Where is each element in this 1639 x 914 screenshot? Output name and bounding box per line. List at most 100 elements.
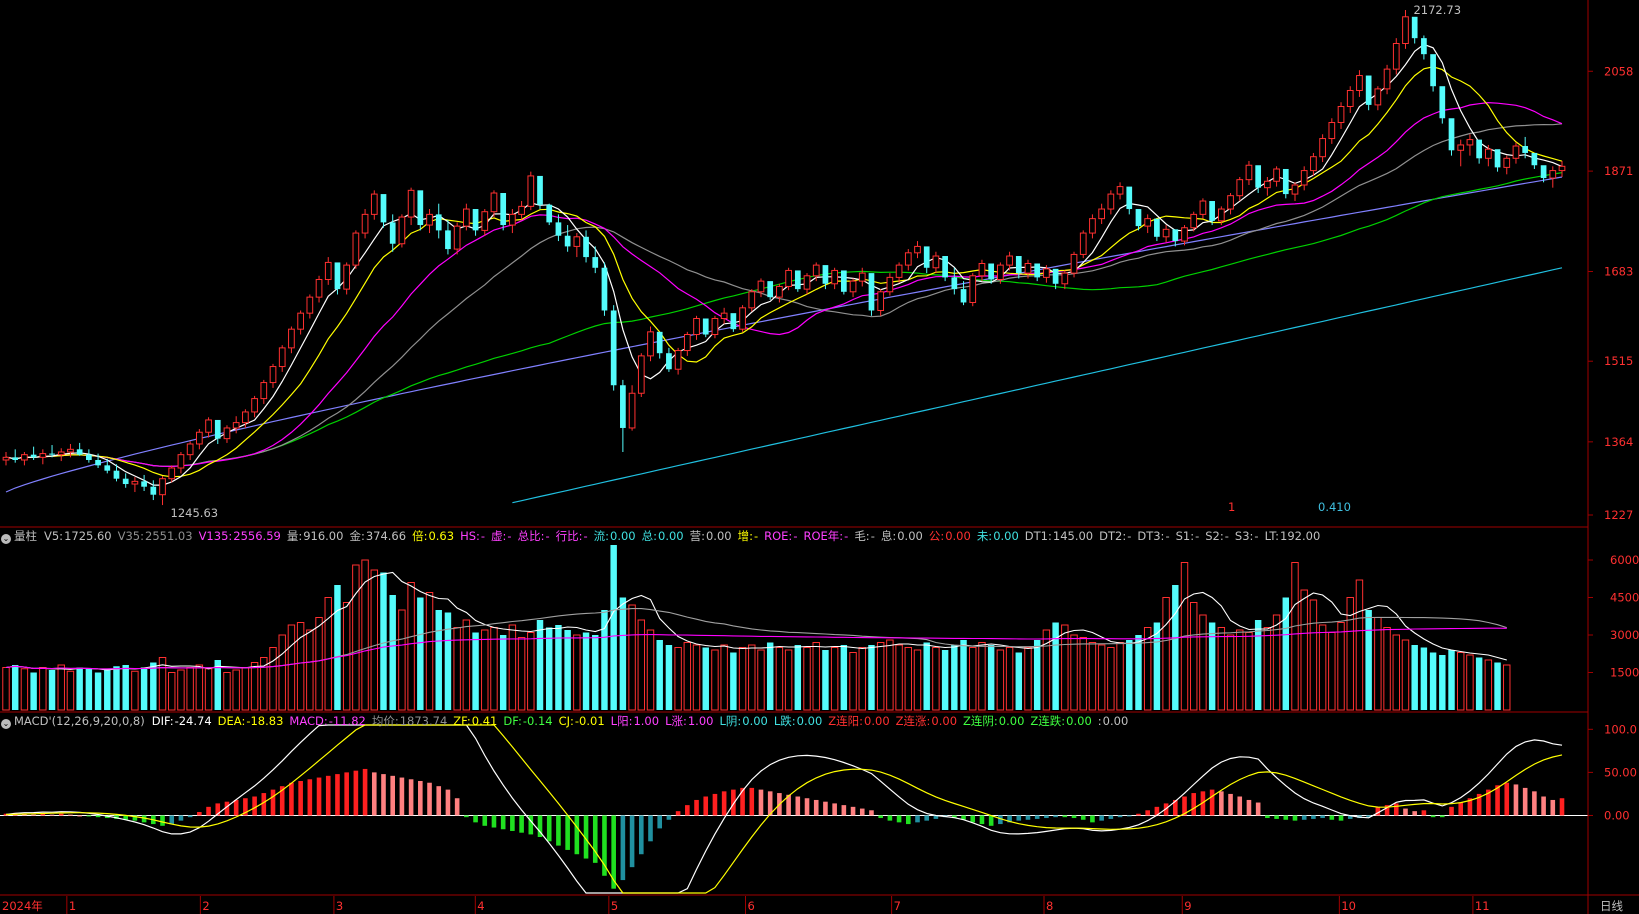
macd-bar [556,815,561,846]
indicator-label: Z连跌: [1030,714,1066,728]
candle-body [1439,86,1446,119]
indicator-item: DT2:- [1099,529,1131,543]
macd-bar [786,794,791,816]
candle-body [794,270,801,290]
volume-bar [932,647,940,711]
macd-bar [1228,793,1233,816]
indicator-value: -18.83 [246,714,284,728]
candle-body [205,419,212,433]
candle-body [1162,228,1170,238]
volume-bar [1475,657,1483,710]
candle-body [453,225,461,250]
macd-bar [160,815,165,826]
macd-bar [952,815,957,819]
volume-bar [738,647,747,711]
indicator-value: - [1224,529,1229,543]
macd-bar [114,815,119,819]
volume-bar [601,610,608,710]
candle-body [1522,146,1529,153]
macd-bar [832,803,837,816]
x-tick-label: 2 [202,899,209,913]
collapse-circle-icon[interactable]: ⌄ [1,719,11,729]
candle-body [1190,213,1198,229]
candle-body [1402,16,1409,44]
indicator-label: 流: [593,529,610,543]
volume-bar [978,642,986,711]
indicator-label: ROE年: [803,529,844,543]
volume-bar [1355,579,1364,711]
indicator-label: DT1: [1024,529,1052,543]
volume-bar [1079,637,1087,711]
candle-body [1484,148,1492,159]
macd-bar [1486,789,1491,816]
volume-bar [646,629,655,711]
volume-bar [702,647,709,710]
volume-bar [711,649,719,711]
candle-body [812,264,820,277]
macd-bar [657,815,663,829]
volume-bar [1245,632,1253,711]
macd-bar [187,815,193,818]
macd-bar [1025,815,1031,820]
macd-bar [1016,815,1022,821]
indicator-label: ROE: [764,529,793,543]
volume-bar [195,664,204,711]
indicator-value: 916.00 [303,529,344,543]
candle-body [104,465,111,471]
collapse-circle-icon[interactable]: ⌄ [1,534,11,544]
candle-body [1383,68,1391,90]
volume-bar [1484,659,1493,711]
macd-bar [1265,815,1270,819]
x-tick-label: 7 [894,899,901,913]
macd-bar [859,808,865,816]
indicator-item: MACD'(12,26,9,20,0,8) [14,714,146,728]
macd-bar [1154,806,1160,816]
volume-bar [692,644,701,711]
macd-bar [915,815,920,823]
candle-body [1411,16,1418,39]
candle-body [1043,268,1050,278]
candle-body [1310,156,1317,172]
candle-body [500,193,507,226]
macd-bar [961,815,966,820]
macd-bar [418,781,423,816]
candle-body [518,205,525,215]
candle-body [923,246,930,268]
candle-body [1154,218,1160,237]
macd-bar [22,813,27,816]
low-price-label: 1245.63 [171,506,219,520]
indicator-item: 金:374.66 [349,529,406,543]
macd-bar [998,815,1003,825]
volume-bar [1208,622,1216,710]
volume-bar [674,647,682,711]
volume-bar [204,668,213,711]
volume-bar [960,640,967,710]
macd-bar [1532,791,1537,816]
indicator-value: 0.00 [1102,714,1129,728]
candle-body [1421,38,1427,55]
candle-body [978,262,986,277]
volume-tick-label: 1500 [1610,666,1639,680]
indicator-value: - [507,529,512,543]
macd-bar [721,791,727,816]
macd-bar [316,777,322,816]
indicator-item: 总比:- [518,529,550,543]
indicator-label: DF: [503,714,522,728]
macd-bar [482,815,488,826]
volume-bar [1401,639,1410,711]
volume-bar [417,597,424,710]
macd-bar [1283,815,1289,820]
volume-bar [306,629,314,711]
volume-bar [775,647,784,711]
macd-bar [123,815,128,820]
x-tick-label: 1 [69,899,76,913]
candle-body [1549,170,1557,179]
candle-body [988,263,995,280]
indicator-item: 总:0.00 [642,529,684,543]
volume-bar [941,650,949,710]
macd-bar [279,786,285,816]
volume-bar [1374,617,1382,711]
volume-bar [168,672,176,711]
macd-bar [344,772,349,816]
